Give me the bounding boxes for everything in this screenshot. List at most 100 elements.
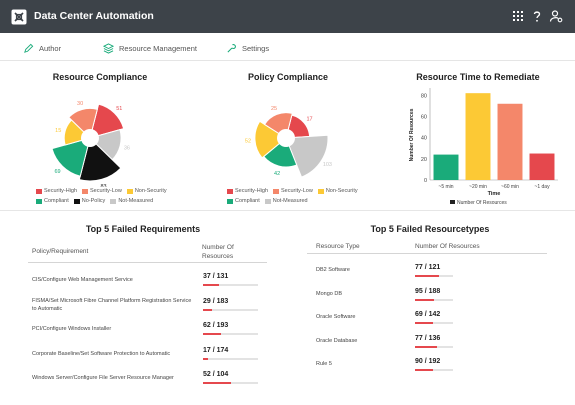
- y-axis-label: Number Of Resources: [409, 108, 415, 161]
- policy-compliance-label-security-high: 17: [307, 116, 313, 122]
- requirement-row-progress-fill: [203, 284, 219, 286]
- requirement-row-name[interactable]: Windows Server/Configure File Server Res…: [32, 375, 174, 381]
- bar--1-day[interactable]: [529, 153, 555, 180]
- policy-compliance-legend: Security-High Security-Low Non-Security …: [227, 188, 363, 208]
- swatch-security-high: [36, 188, 42, 194]
- y-tick-label: 0: [424, 178, 427, 184]
- requirement-row-progress-fill: [203, 333, 221, 335]
- user-settings-icon[interactable]: [549, 9, 563, 23]
- col-type-count-header: Number Of Resources: [415, 243, 480, 250]
- resource-compliance-slice-security-high[interactable]: [89, 103, 125, 139]
- resourcetype-row-progress-fill: [415, 298, 435, 301]
- swatch-security-low: [82, 188, 89, 194]
- policy-legend-security-high: Security-High: [227, 188, 268, 194]
- resourcetype-row-progress-fill: [415, 369, 433, 371]
- requirement-row-name[interactable]: FISMA/Set Microsoft Fibre Channel Platfo…: [32, 297, 192, 312]
- policy-compliance-chart: 17 103 42 52 25: [245, 106, 332, 178]
- resourcetype-row-name[interactable]: Rule 5: [316, 361, 332, 367]
- legend-not-measured-label: Not-Measured: [118, 198, 154, 204]
- resource-compliance-label-no-policy: 83: [100, 184, 106, 187]
- policy-legend-not-measured-label: Not-Measured: [272, 198, 308, 204]
- resourcetype-row-progress-track: [415, 322, 453, 324]
- requirement-row-progress-track: [203, 284, 258, 286]
- nav-resource-management[interactable]: Resource Management: [103, 41, 197, 55]
- legend-not-measured: Not-Measured: [110, 198, 153, 204]
- bar--5-min[interactable]: [433, 154, 459, 180]
- bar-legend-label: Number Of Resources: [457, 200, 507, 206]
- y-tick-label: 40: [421, 136, 427, 142]
- x-axis-label: Time: [488, 191, 501, 197]
- resource-compliance-chart: 51 36 83 69 15 30: [51, 101, 130, 187]
- remediation-chart-title: Resource Time to Remediate: [416, 72, 540, 82]
- legend-no-policy-label: No-Policy: [81, 198, 106, 204]
- swatch-non-security: [126, 188, 133, 194]
- resource-compliance-center-hole: [81, 129, 99, 147]
- x-tick-label: ~1 day: [534, 184, 550, 190]
- swatch-no-policy: [73, 198, 80, 204]
- requirement-row-name[interactable]: PCI/Configure Windows Installer: [32, 326, 112, 332]
- nav-resource-management-label: Resource Management: [119, 43, 197, 53]
- legend-compliant: Compliant: [36, 198, 69, 204]
- nav-author[interactable]: Author: [23, 41, 61, 55]
- resource-compliance-label-non-security: 15: [55, 128, 61, 134]
- y-tick-label: 60: [421, 114, 427, 120]
- bar-legend-swatch: [450, 200, 455, 204]
- requirement-row-progress-track: [203, 382, 258, 384]
- swatch-not-measured: [110, 198, 117, 204]
- policy-compliance-label-compliant: 42: [274, 171, 280, 177]
- requirement-row-progress-track: [203, 333, 258, 335]
- resource-compliance-title: Resource Compliance: [52, 72, 148, 82]
- resourcetype-row-name[interactable]: DB2 Software: [316, 267, 350, 273]
- policy-compliance-slice-non-security[interactable]: [254, 120, 287, 159]
- resource-compliance-slice-no-policy[interactable]: [78, 137, 122, 182]
- policy-compliance-slice-not-measured[interactable]: [285, 134, 329, 178]
- requirement-row-name[interactable]: Corporate Baseline/Set Software Protecti…: [32, 350, 171, 357]
- policy-legend-non-security-label: Non-Security: [325, 188, 358, 194]
- legend-non-security: Non-Security: [126, 188, 167, 194]
- requirement-row-progress-track: [203, 308, 258, 311]
- resourcetype-row-progress-track: [415, 345, 453, 348]
- header-divider: [28, 262, 267, 263]
- resourcetype-row-name[interactable]: Mongo DB: [316, 290, 342, 297]
- app-title: Data Center Automation: [34, 10, 154, 22]
- wrench-icon: [227, 43, 236, 53]
- resource-compliance-label-not-measured: 36: [124, 145, 130, 151]
- nav-settings[interactable]: Settings: [226, 41, 269, 55]
- nav-bar: Author Resource Management Settings: [0, 33, 575, 61]
- legend-security-high-label: Security-High: [44, 188, 78, 194]
- policy-compliance-label-security-low: 25: [271, 106, 277, 112]
- resourcetype-row-progress-fill: [415, 275, 440, 277]
- x-tick-label: ~20 min: [469, 184, 487, 190]
- requirement-row-count: 29 / 183: [203, 297, 229, 305]
- app-logo-icon: [11, 9, 27, 25]
- requirement-row-progress-fill: [203, 308, 212, 311]
- resourcetype-row-name[interactable]: Oracle Database: [316, 337, 358, 344]
- policy-legend-not-measured: Not-Measured: [264, 198, 308, 204]
- bar--20-min[interactable]: [465, 93, 491, 180]
- requirement-row-progress-track: [203, 357, 258, 360]
- nav-settings-label: Settings: [242, 43, 270, 53]
- policy-swatch-not-measured: [264, 198, 271, 204]
- requirement-row-count: 37 / 131: [203, 273, 229, 280]
- help-icon[interactable]: [530, 9, 544, 23]
- policy-compliance-label-non-security: 52: [245, 138, 251, 144]
- resourcetype-row-progress-fill: [415, 345, 437, 348]
- policy-legend-security-low: Security-Low: [273, 188, 313, 194]
- resourcetype-row-name[interactable]: Oracle Software: [316, 314, 356, 320]
- bar--60-min[interactable]: [497, 103, 523, 180]
- title-bar: Data Center Automation: [0, 0, 575, 33]
- policy-legend-non-security: Non-Security: [317, 188, 358, 194]
- policy-legend-compliant: Compliant: [227, 198, 260, 204]
- policy-swatch-security-high: [227, 188, 233, 194]
- policy-legend-security-high-label: Security-High: [235, 188, 269, 194]
- legend-no-policy: No-Policy: [73, 198, 106, 204]
- requirement-row-count: 52 / 104: [203, 371, 229, 378]
- resource-compliance-slice-compliant[interactable]: [51, 137, 91, 177]
- col-type-header: Resource Type: [316, 243, 360, 250]
- policy-legend-compliant-label: Compliant: [235, 198, 260, 204]
- legend-security-low: Security-Low: [82, 188, 122, 194]
- legend-non-security-label: Non-Security: [134, 188, 167, 194]
- requirement-row-name[interactable]: CIS/Configure Web Management Service: [32, 277, 133, 283]
- requirement-row-progress-fill: [203, 357, 209, 360]
- apps-grid-icon[interactable]: [511, 9, 525, 23]
